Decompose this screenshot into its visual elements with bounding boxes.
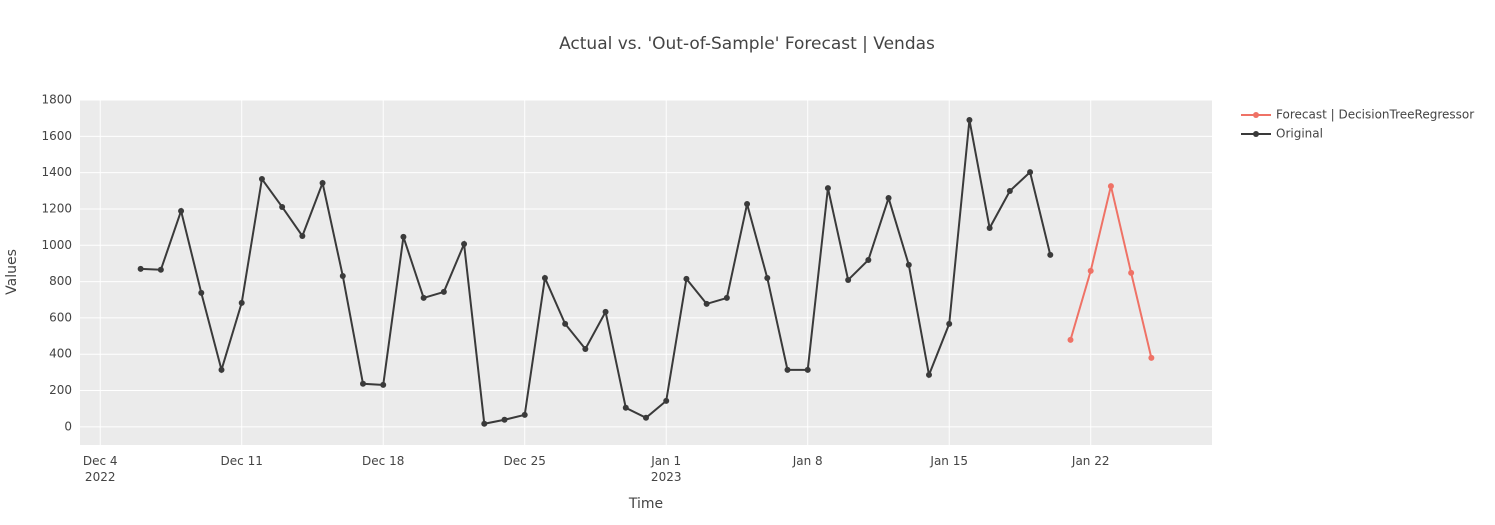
marker [966,116,973,123]
marker [299,233,306,240]
y-tick-label: 600 [49,310,72,324]
marker [1006,187,1013,194]
y-tick-label: 1800 [41,93,72,107]
marker [723,294,730,301]
marker [562,320,569,327]
marker [178,207,185,214]
marker [784,366,791,373]
marker [946,320,953,327]
marker [1128,269,1135,276]
marker [319,179,326,186]
marker [703,300,710,307]
legend-swatch [1253,131,1259,137]
x-tick-label: Jan 22 [1071,454,1110,468]
legend-label: Forecast | DecisionTreeRegressor [1276,108,1474,122]
marker [683,275,690,282]
marker [986,225,993,232]
marker [764,274,771,281]
marker [279,203,286,210]
y-axis-label: Values [4,249,20,295]
marker [1067,336,1074,343]
x-tick-label: Jan 1 2023 [650,454,682,484]
marker [845,276,852,283]
x-tick-label: Dec 18 [362,454,405,468]
chart-title: Actual vs. 'Out-of-Sample' Forecast | Ve… [559,34,935,54]
marker [238,299,245,306]
marker [198,289,205,296]
y-tick-label: 0 [64,419,72,433]
marker [380,381,387,388]
marker [541,274,548,281]
legend-label: Original [1276,127,1323,141]
y-tick-label: 1600 [41,129,72,143]
marker [622,404,629,411]
marker [521,411,528,418]
legend-swatch [1253,112,1259,118]
marker [339,272,346,279]
marker [258,175,265,182]
y-tick-label: 1000 [41,238,72,252]
marker [926,371,932,378]
marker [400,233,407,240]
marker [461,240,468,247]
marker [481,420,488,427]
marker [157,266,164,273]
marker [804,366,811,373]
marker [865,256,872,263]
marker [1087,267,1094,274]
marker [1148,354,1155,361]
x-tick-label: Dec 25 [503,454,546,468]
marker [440,288,447,295]
marker [137,265,144,272]
marker [420,294,427,301]
y-tick-label: 1400 [41,165,72,179]
marker [360,380,366,387]
marker [218,366,225,373]
marker [602,308,609,315]
x-tick-label: Jan 8 [792,454,823,468]
y-tick-label: 400 [49,347,72,361]
x-axis-label: Time [628,496,663,512]
marker [905,261,912,268]
y-tick-label: 800 [49,274,72,288]
marker [1107,183,1114,190]
line [140,119,1052,425]
x-tick-label: Jan 15 [930,454,968,468]
marker [1047,251,1054,258]
marker [1027,169,1034,176]
y-tick-label: 1200 [41,201,72,215]
x-tick-label: Dec 4 2022 [82,454,118,484]
marker [501,416,508,423]
plot-background [80,100,1212,445]
x-tick-label: Dec 11 [220,454,263,468]
marker [824,185,831,192]
marker [582,345,589,352]
marker [663,397,670,404]
marker [885,195,892,202]
y-tick-label: 200 [49,383,72,397]
marker [643,414,649,421]
marker [744,201,751,208]
